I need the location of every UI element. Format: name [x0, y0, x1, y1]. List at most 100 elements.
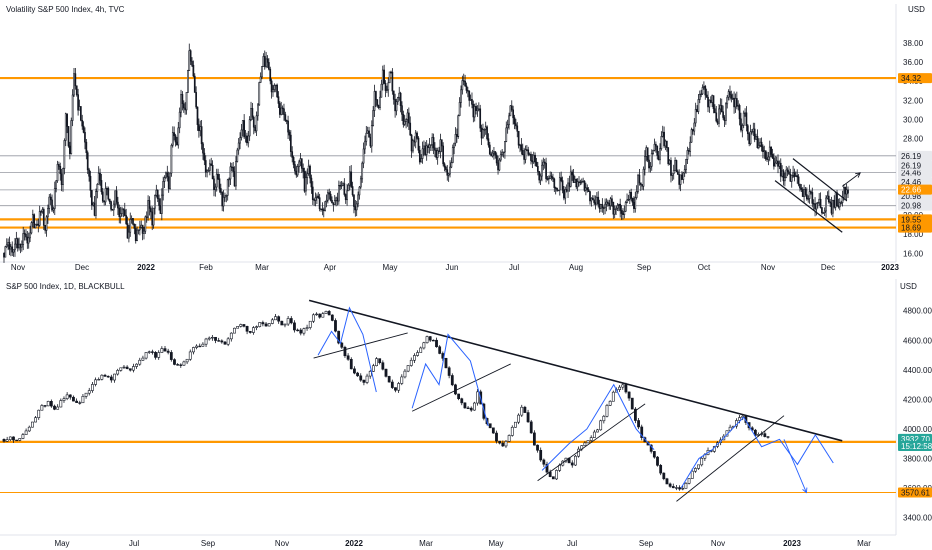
x-tick-label: Aug [569, 263, 583, 272]
candle-body [509, 105, 512, 117]
candle-body [21, 434, 25, 439]
candle-body [274, 84, 277, 87]
candle-body [101, 191, 104, 202]
candle-body [700, 457, 704, 466]
candle-body [108, 198, 111, 202]
candle-body [552, 177, 554, 180]
candle-body [760, 141, 763, 148]
candle-body [524, 149, 527, 160]
candle-body [546, 178, 549, 180]
candle-body [338, 185, 340, 202]
candle-body [416, 132, 418, 139]
candle-body [121, 208, 123, 214]
candle-body [377, 105, 380, 108]
candle-body [693, 468, 697, 472]
candle-body [423, 145, 425, 150]
candle-body [381, 69, 384, 85]
candle-body [409, 122, 412, 136]
candle-body [445, 166, 447, 170]
spx-panel: S&P 500 Index, 1D, BLACKBULL USD 3400.00… [0, 279, 932, 548]
candle-body [74, 73, 77, 87]
candle-body [390, 71, 392, 74]
candle-body [759, 141, 762, 146]
candle-body [779, 162, 782, 177]
candle-body [599, 420, 603, 431]
candle-body [428, 144, 431, 148]
candle-body [15, 439, 19, 442]
gray-level-badge: 24.46 [901, 178, 922, 187]
candle-body [551, 476, 555, 480]
candle-body [293, 322, 296, 331]
candle-body [410, 134, 413, 152]
candle-body [192, 64, 195, 77]
candle-body [709, 99, 712, 103]
candle-body [508, 115, 510, 126]
candle-body [596, 429, 599, 433]
candle-body [497, 162, 499, 171]
candle-body [392, 90, 395, 100]
x-tick-label: Jul [567, 539, 577, 548]
candle-body [97, 172, 100, 185]
candle-body [402, 114, 405, 125]
candle-body [700, 93, 703, 95]
candle-body [236, 326, 240, 329]
candle-body [657, 155, 660, 161]
candle-body [311, 186, 314, 200]
candle-body [380, 83, 383, 98]
candle-body [62, 168, 64, 185]
candle-body [148, 200, 151, 209]
candle-body [254, 126, 256, 132]
candle-body [307, 165, 310, 174]
candle-body [29, 232, 31, 239]
candle-body [163, 177, 166, 182]
x-tick-label: Nov [761, 263, 775, 272]
candle-body [135, 363, 138, 367]
candle-body [27, 237, 30, 244]
candle-body [320, 208, 322, 210]
candle-body [264, 323, 268, 327]
candle-body [218, 178, 221, 189]
vix-currency-label: USD [908, 5, 925, 14]
candle-body [198, 124, 200, 132]
candle-body [132, 366, 135, 371]
candle-body [576, 181, 579, 188]
candle-body [154, 195, 156, 209]
current-price-badge: 22.66 [901, 186, 922, 195]
candle-body [444, 357, 448, 369]
candle-body [665, 478, 669, 485]
candle-body [650, 153, 653, 167]
candle-body [712, 95, 715, 109]
gray-level-badge: 26.19 [901, 152, 922, 161]
candle-body [823, 210, 826, 213]
candle-body [435, 150, 438, 158]
candle-body [449, 166, 451, 175]
projection-path [541, 383, 655, 471]
candle-body [491, 427, 495, 434]
candle-body [605, 201, 608, 205]
candle-body [283, 108, 285, 115]
candle-body [594, 202, 597, 205]
candle-body [512, 109, 514, 119]
candle-body [71, 94, 74, 121]
candle-body [141, 224, 144, 234]
candle-body [69, 145, 71, 154]
candle-body [796, 175, 799, 178]
candle-body [52, 208, 55, 211]
candle-body [586, 187, 589, 190]
trend-line [308, 299, 843, 442]
candle-body [542, 161, 545, 166]
candle-body [75, 85, 78, 95]
candle-body [620, 210, 623, 214]
candle-body [418, 149, 421, 163]
candle-body [116, 370, 120, 375]
candle-body [811, 192, 814, 204]
candle-body [539, 175, 542, 181]
candle-body [575, 178, 578, 188]
candle-body [687, 478, 691, 484]
candle-body [296, 329, 300, 332]
candle-body [429, 144, 432, 146]
candle-body [556, 188, 558, 191]
candle-body [368, 130, 370, 138]
candle-body [90, 190, 93, 206]
candle-body [637, 420, 640, 428]
